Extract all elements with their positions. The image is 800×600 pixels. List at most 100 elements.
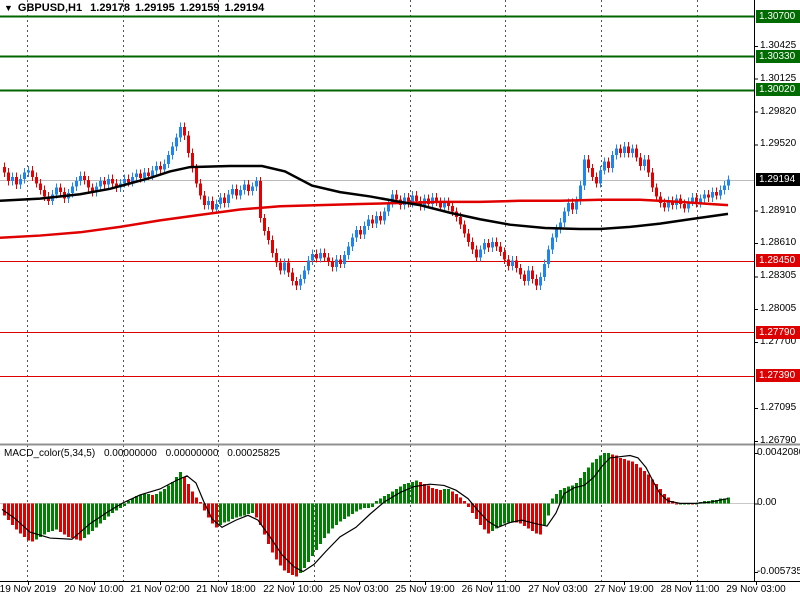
macd-histogram-bar [175,477,178,504]
macd-histogram-bar [531,503,534,531]
macd-histogram-bar [379,498,382,504]
macd-histogram-bar [475,503,478,519]
macd-histogram-bar [307,503,310,563]
candle-body [403,197,406,206]
macd-histogram-bar [39,503,42,537]
candle-body [175,137,178,147]
candle-body [275,252,278,263]
macd-histogram-bar [551,498,554,504]
macd-histogram-bar [135,496,138,504]
macd-histogram-bar [107,503,110,517]
candle-body [107,179,110,185]
macd-histogram-bar [347,503,350,517]
candle-body [355,230,358,238]
macd-histogram-bar [231,503,234,519]
macd-histogram-bar [675,503,678,505]
macd-histogram-bar [95,503,98,528]
candle-body [111,179,114,184]
macd-histogram-bar [15,503,18,530]
candle-body [575,200,578,210]
chart-title: ▼ GBPUSD,H1 1.29178 1.29195 1.29159 1.29194 [4,2,269,14]
macd-histogram-bar [23,503,26,537]
candle-body [667,200,670,208]
macd-histogram-bar [655,484,658,504]
candle-body [387,202,390,212]
macd-histogram-bar [659,489,662,504]
candle-body [487,243,490,248]
candle-body [435,197,438,202]
candle-body [331,261,334,268]
candle-body [75,181,78,187]
candle-body [207,200,210,206]
candle-body [543,263,546,277]
macd-histogram-bar [491,503,494,531]
candle-body [7,172,10,182]
candle-body [311,254,314,261]
macd-histogram-bar [111,503,114,513]
macd-histogram-bar [539,503,542,535]
macd-histogram-bar [35,503,38,540]
time-tick-label: 25 Nov 19:00 [395,584,455,595]
candle-body [639,157,642,166]
candle-body [283,262,286,271]
candle-body [247,184,250,191]
candle-body [431,197,434,205]
macd-histogram-bar [171,481,174,504]
candle-body [723,185,726,190]
price-level-badge: 1.30700 [756,9,800,23]
macd-histogram-bar [71,503,74,539]
candle-body [187,135,190,153]
macd-histogram-bar [255,503,258,518]
macd-histogram-bar [47,503,50,533]
macd-histogram-bar [619,457,622,504]
macd-histogram-bar [627,460,630,504]
candle-body [215,204,218,210]
macd-histogram-bar [219,503,222,525]
candle-body [235,188,238,196]
macd-histogram-bar [151,494,154,504]
symbol-marker-icon: ▼ [4,3,13,13]
time-tick-label: 21 Nov 02:00 [130,584,190,595]
macd-histogram-bar [123,503,126,506]
indicator-value-1: 0.00000000 [165,448,219,459]
symbol-period: GBPUSD,H1 [17,2,83,14]
candle-body [243,184,246,190]
macd-axis-label: -0.005735 [757,566,800,577]
candle-body [371,219,374,224]
candle-body [339,259,342,264]
candle-body [303,270,306,280]
candle-body [623,146,626,153]
macd-histogram-bar [439,490,442,504]
macd-histogram-bar [535,503,538,534]
indicator-name: MACD_color(5,34,5) [4,448,96,459]
candle-body [159,166,162,170]
price-tick-label: 1.27700 [760,336,797,348]
macd-histogram-bar [215,503,218,528]
macd-histogram-bar [275,503,278,560]
macd-histogram-bar [567,486,570,504]
candle-body [83,175,86,181]
macd-histogram-bar [483,503,486,530]
macd-histogram-bar [167,485,170,504]
candle-body [163,163,166,170]
candle-body [655,187,658,197]
macd-histogram-bar [267,503,270,545]
candle-body [359,230,362,235]
macd-histogram-bar [355,503,358,512]
macd-histogram-bar [235,503,238,518]
macd-histogram-bar [591,462,594,504]
macd-histogram-bar [543,503,546,525]
candle-body [171,146,174,156]
macd-histogram-bar [375,500,378,504]
candle-body [39,183,42,190]
candle-body [327,257,330,262]
candle-body [31,170,34,177]
macd-histogram-bar [279,503,282,566]
macd-histogram-bar [435,489,438,504]
candle-body [71,186,74,194]
candle-body [475,249,478,258]
candle-body [463,224,466,234]
candle-body [663,202,666,208]
macd-histogram-bar [223,503,226,523]
